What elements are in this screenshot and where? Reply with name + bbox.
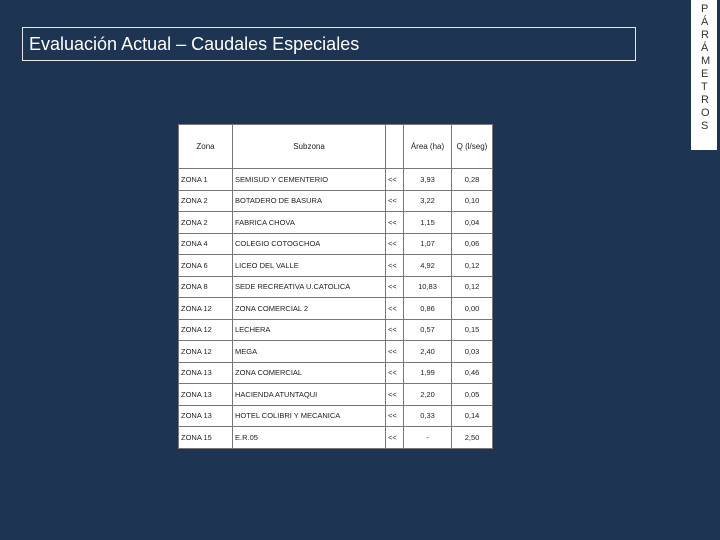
table-cell: -	[403, 426, 452, 449]
table-cell: ZONA 12	[178, 318, 233, 341]
table-row: ZONA 13 HOTEL COLIBRI Y MECANICA << 0,33 0,1…	[178, 404, 493, 427]
table-cell: ZONA 8	[178, 275, 233, 298]
table-cell: 2,40	[403, 340, 452, 363]
table-cell: <<	[385, 318, 404, 341]
table-cell: ZONA 12	[178, 297, 233, 320]
table-cell: ZONA 13	[178, 404, 233, 427]
table-cell: ZONA 2	[178, 211, 233, 234]
table-row: ZONA 1 SEMISUD Y CEMENTERIO << 3,93 0,28	[178, 168, 493, 191]
table-cell: 0,06	[451, 232, 493, 255]
table-cell: E.R.05	[232, 426, 386, 449]
side-label: PÁRÁMETROS	[700, 3, 711, 132]
slide-title: Evaluación Actual – Caudales Especiales	[22, 27, 636, 61]
table-cell: ZONA 2	[178, 189, 233, 212]
table-cell: 0,28	[451, 168, 493, 191]
table-cell: <<	[385, 383, 404, 406]
table-cell: 3,93	[403, 168, 452, 191]
table-cell: ZONA 1	[178, 168, 233, 191]
table-cell: <<	[385, 232, 404, 255]
table-cell: MEGA	[232, 340, 386, 363]
header-cell: Zona	[178, 124, 233, 169]
table-cell: 0,15	[451, 318, 493, 341]
table-row: ZONA 13 HACIENDA ATUNTAQUI << 2,20 0,05	[178, 383, 493, 406]
side-panel: PÁRÁMETROS	[691, 0, 717, 150]
table-cell: <<	[385, 254, 404, 277]
table-cell: <<	[385, 361, 404, 384]
table-row: ZONA 2 FABRICA CHOVA << 1,15 0,04	[178, 211, 493, 234]
table-cell: COLEGIO COTOGCHOA	[232, 232, 386, 255]
table-cell: 0,14	[451, 404, 493, 427]
table-cell: LICEO DEL VALLE	[232, 254, 386, 277]
table-cell: FABRICA CHOVA	[232, 211, 386, 234]
table-cell: 0,12	[451, 275, 493, 298]
table-cell: <<	[385, 189, 404, 212]
header-cell: Área (ha)	[403, 124, 452, 169]
table-cell: 0,00	[451, 297, 493, 320]
table-cell: <<	[385, 275, 404, 298]
header-cell: Q (l/seg)	[451, 124, 493, 169]
table-cell: 1,99	[403, 361, 452, 384]
table-cell: 0,33	[403, 404, 452, 427]
table-row: ZONA 8 SEDE RECREATIVA U.CATOLICA << 10,83 0…	[178, 275, 493, 298]
table-cell: 2,20	[403, 383, 452, 406]
table-row: ZONA 6 LICEO DEL VALLE << 4,92 0,12	[178, 254, 493, 277]
header-cell	[385, 124, 404, 169]
table-cell: LECHERA	[232, 318, 386, 341]
table-cell: 0,12	[451, 254, 493, 277]
table-body: ZONA 1 SEMISUD Y CEMENTERIO << 3,93 0,28 ZONA…	[178, 168, 493, 449]
table-cell: 4,92	[403, 254, 452, 277]
table-cell: 0,05	[451, 383, 493, 406]
table-cell: <<	[385, 404, 404, 427]
table-cell: 2,50	[451, 426, 493, 449]
table-cell: ZONA 4	[178, 232, 233, 255]
table-cell: ZONA COMERCIAL	[232, 361, 386, 384]
header-row: Zona Subzona Área (ha) Q (l/seg)	[178, 124, 493, 169]
table-row: ZONA 2 BOTADERO DE BASURA << 3,22 0,10	[178, 189, 493, 212]
table-cell: ZONA COMERCIAL 2	[232, 297, 386, 320]
table-cell: <<	[385, 168, 404, 191]
table-cell: ZONA 15	[178, 426, 233, 449]
table-cell: BOTADERO DE BASURA	[232, 189, 386, 212]
table-cell: <<	[385, 297, 404, 320]
table-row: ZONA 13 ZONA COMERCIAL << 1,99 0,46	[178, 361, 493, 384]
table-cell: <<	[385, 340, 404, 363]
header-cell: Subzona	[232, 124, 386, 169]
table-cell: HACIENDA ATUNTAQUI	[232, 383, 386, 406]
table-row: ZONA 15 E.R.05 << -2,50	[178, 426, 493, 449]
table-cell: 0,03	[451, 340, 493, 363]
table-cell: <<	[385, 426, 404, 449]
table-cell: 1,07	[403, 232, 452, 255]
table-cell: 0,86	[403, 297, 452, 320]
table-row: ZONA 12 MEGA << 2,40 0,03	[178, 340, 493, 363]
table-cell: 0,04	[451, 211, 493, 234]
table-cell: 3,22	[403, 189, 452, 212]
table-cell: ZONA 13	[178, 383, 233, 406]
table-cell: 0,57	[403, 318, 452, 341]
table-cell: ZONA 12	[178, 340, 233, 363]
table-cell: <<	[385, 211, 404, 234]
table-row: ZONA 12 ZONA COMERCIAL 2 << 0,86 0,00	[178, 297, 493, 320]
table-row: ZONA 4 COLEGIO COTOGCHOA << 1,07 0,06	[178, 232, 493, 255]
table-cell: SEMISUD Y CEMENTERIO	[232, 168, 386, 191]
table-cell: HOTEL COLIBRI Y MECANICA	[232, 404, 386, 427]
table-cell: ZONA 13	[178, 361, 233, 384]
table-cell: ZONA 6	[178, 254, 233, 277]
table-cell: 10,83	[403, 275, 452, 298]
table-cell: SEDE RECREATIVA U.CATOLICA	[232, 275, 386, 298]
table-row: ZONA 12 LECHERA << 0,57 0,15	[178, 318, 493, 341]
table-cell: 0,46	[451, 361, 493, 384]
table-cell: 0,10	[451, 189, 493, 212]
table-cell: 1,15	[403, 211, 452, 234]
